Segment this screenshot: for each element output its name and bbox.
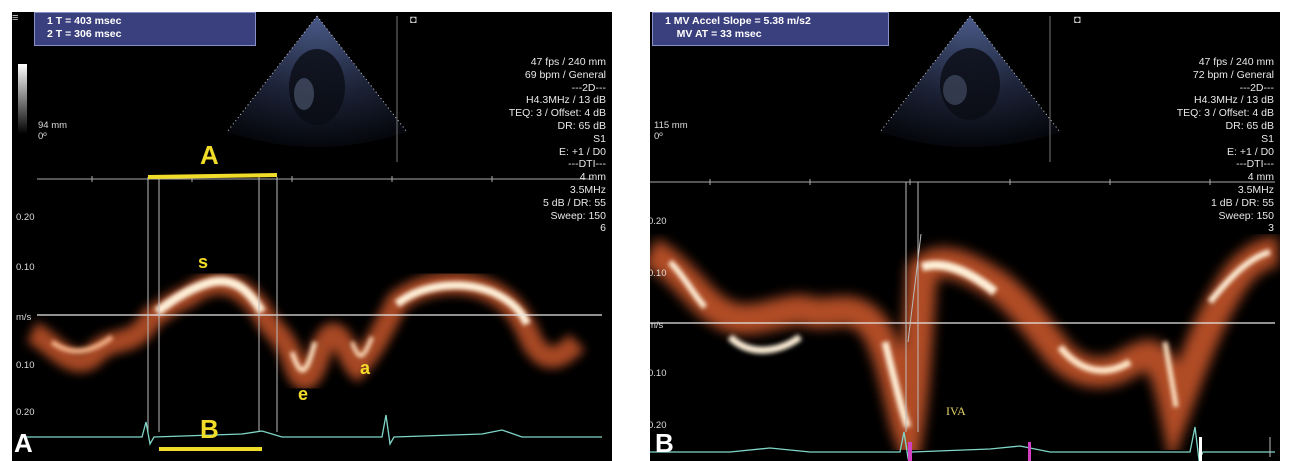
echo-panel-b: 1 MV Accel Slope = 5.38 m/s2 MV AT = 33 … [650, 12, 1280, 461]
param: ---2D--- [1239, 81, 1274, 94]
panel-a-scale-label: 0.10 [16, 360, 35, 371]
panel-b-label-iva: IVA [946, 404, 966, 418]
panel-b-marker [1199, 437, 1202, 461]
param: Sweep: 150 [1218, 209, 1274, 222]
panel-a-ecg-trace [22, 414, 602, 446]
panel-b-calipers [905, 182, 922, 432]
panel-a-measurement-box: 1 T = 403 msec 2 T = 306 msec [34, 12, 256, 46]
param: 1 dB / DR: 55 [1210, 196, 1274, 209]
panel-a-depth: 94 mm [38, 120, 68, 131]
panel-b-depth-readout: 115 mm 0º [654, 120, 688, 142]
panel-a-measurement-2: 2 T = 306 msec [47, 28, 122, 40]
param: 3.5MHz [569, 183, 606, 196]
panel-a-measurement-1: 1 T = 403 msec [47, 15, 122, 27]
panel-a-angle: 0º [38, 131, 47, 142]
panel-a-sector-edge-left [226, 15, 318, 133]
panel-a-label-e-wave: e [298, 384, 309, 404]
panel-b-sector-edge-left [879, 15, 971, 133]
param: H4.3MHz / 13 dB [526, 94, 606, 107]
panel-b-parameters: 47 fps / 240 mm 72 bpm / General ---2D--… [1177, 56, 1274, 235]
param: ---DTI--- [568, 158, 606, 171]
panel-a-parameters: 47 fps / 240 mm 69 bpm / General ---2D--… [509, 56, 606, 235]
panel-b-measurement-1: 1 MV Accel Slope = 5.38 m/s2 [665, 15, 811, 27]
panel-b-depth: 115 mm [654, 120, 688, 131]
panel-b-scale-label: m/s [650, 320, 664, 331]
panel-a-label-s-wave: s [198, 252, 209, 272]
panel-b-marker [1028, 442, 1031, 461]
param: DR: 65 dB [557, 119, 606, 132]
panel-b-scale-label: 0.20 [650, 216, 667, 227]
panel-a-grayscale-bar [18, 64, 27, 134]
panel-a-label-b-bracket: B [200, 414, 219, 444]
param: E: +1 / D0 [559, 145, 606, 158]
param: 47 fps / 240 mm [530, 56, 606, 68]
panel-b-scale-label: 0.10 [650, 368, 667, 379]
panel-a-corner-icon: ≡ [12, 12, 19, 24]
panel-b-sector-edge-right [969, 15, 1061, 133]
panel-a-scale-label: 0.20 [16, 212, 35, 223]
param: DR: 65 dB [1225, 119, 1274, 132]
param: H4.3MHz / 13 dB [1194, 94, 1274, 107]
panel-a-scale-label: 0.20 [16, 407, 35, 418]
param: Sweep: 150 [550, 209, 606, 222]
param: E: +1 / D0 [1227, 145, 1274, 158]
panel-b-measurement-box: 1 MV Accel Slope = 5.38 m/s2 MV AT = 33 … [652, 12, 889, 46]
param: ---2D--- [571, 81, 606, 94]
panel-a-label-a-wave: a [360, 358, 371, 378]
panel-b-scale-label: 0.10 [650, 268, 667, 279]
param: 47 fps / 240 mm [1198, 56, 1274, 68]
param: ---DTI--- [1236, 158, 1274, 171]
panel-a-depth-readout: 94 mm 0º [38, 120, 67, 142]
panel-b-measurement-2: MV AT = 33 msec [665, 28, 762, 40]
panel-a-graphics [22, 15, 602, 451]
panel-a-scale-label: 0.10 [16, 262, 35, 273]
panel-b-angle: 0º [654, 131, 663, 142]
param: 6 [600, 222, 606, 235]
param: TEQ: 3 / Offset: 4 dB [1176, 107, 1274, 120]
panel-b-graphics [650, 15, 1279, 461]
param: 72 bpm / General [1192, 68, 1274, 81]
panel-b-probe-orientation-icon: ◘ [1074, 14, 1081, 26]
panel-a-sector-edge-right [316, 15, 408, 133]
panel-a-calipers [147, 177, 278, 432]
panel-a-label-a-bracket: A [200, 140, 219, 170]
echo-panel-a: 1 T = 403 msec 2 T = 306 msec ≡ ◘ 94 mm … [12, 12, 612, 461]
panel-b-marker [908, 442, 912, 461]
panel-b-letter: B [655, 428, 674, 458]
param: 4 mm [1247, 171, 1274, 184]
panel-a-probe-orientation-icon: ◘ [410, 14, 417, 26]
param: 3.5MHz [1237, 183, 1274, 196]
panel-a-doppler-core [50, 276, 531, 373]
param: 5 dB / DR: 55 [542, 196, 606, 209]
param: TEQ: 3 / Offset: 4 dB [508, 107, 606, 120]
param: 4 mm [579, 171, 606, 184]
panel-a-bracket-top [147, 173, 278, 179]
panel-a-scale-label: m/s [16, 312, 32, 323]
panel-a-ruler-ticks [91, 176, 493, 182]
panel-b-scale-label: 0.20 [650, 420, 667, 431]
panel-b-ruler-ticks [709, 179, 1211, 185]
panel-a-letter: A [14, 428, 33, 458]
param: S1 [1261, 132, 1274, 145]
param: 3 [1268, 222, 1274, 235]
param: 69 bpm / General [524, 68, 606, 81]
panel-b-ecg-trace [650, 426, 1275, 461]
param: S1 [593, 132, 606, 145]
